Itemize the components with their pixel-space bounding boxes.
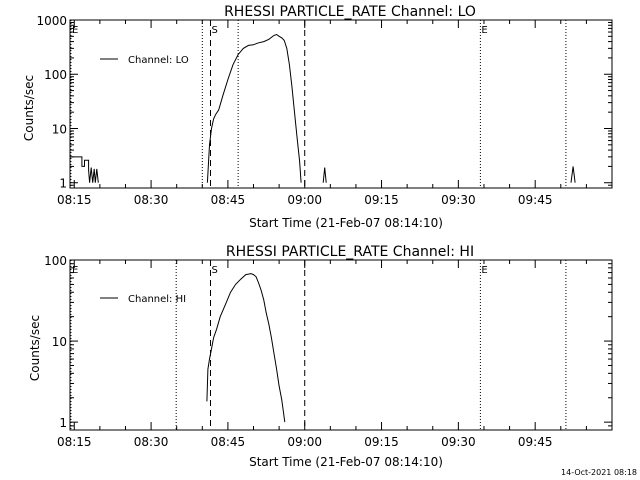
panel-hi-xlabel: Start Time (21-Feb-07 08:14:10) [249, 455, 443, 469]
panel-lo-marker-label: E [72, 25, 78, 36]
panel-lo: RHESSI PARTICLE_RATE Channel: LO Start T… [22, 4, 613, 230]
panel-lo-ytick-label: 1000 [36, 14, 67, 28]
panel-lo-frame [69, 19, 613, 189]
panel-hi-ylabel: Counts/sec [28, 315, 42, 381]
panel-lo-xtick-label: 09:00 [287, 193, 322, 207]
panel-hi-marker-label: E [481, 265, 487, 276]
panel-hi-marker-label: E [72, 265, 78, 276]
panel-hi-xtick-label: 09:00 [287, 435, 322, 449]
panel-lo-series-line [206, 33, 302, 183]
panel-lo-xtick-label: 08:15 [57, 193, 92, 207]
panel-lo-xlabel: Start Time (21-Feb-07 08:14:10) [249, 216, 443, 230]
panel-hi: RHESSI PARTICLE_RATE Channel: HI Start T… [28, 244, 613, 469]
panel-hi-ytick-label: 100 [44, 254, 67, 268]
footer-timestamp: 14-Oct-2021 08:18 [561, 468, 637, 477]
panel-lo-marker-label: S [211, 25, 217, 36]
panel-hi-marker-label: S [211, 265, 217, 276]
panel-lo-legend-label: Channel: LO [128, 55, 189, 66]
panel-hi-xtick-label: 09:15 [364, 435, 399, 449]
panel-hi-ytick-label: 10 [52, 335, 67, 349]
panel-hi-xtick-label: 08:45 [211, 435, 246, 449]
panel-lo-xtick-label: 08:30 [134, 193, 169, 207]
panel-hi-title: RHESSI PARTICLE_RATE Channel: HI [226, 244, 474, 260]
panel-lo-series-line [322, 167, 327, 183]
panel-lo-xtick-label: 09:15 [364, 193, 399, 207]
panel-lo-title: RHESSI PARTICLE_RATE Channel: LO [224, 4, 476, 20]
panel-lo-ytick-label: 1 [59, 177, 67, 191]
panel-hi-ytick-label: 1 [59, 416, 67, 430]
panel-lo-marker-label: E [481, 25, 487, 36]
panel-lo-series-line [570, 166, 576, 183]
panel-hi-xtick-label: 09:30 [441, 435, 476, 449]
panel-lo-ytick-label: 10 [52, 122, 67, 136]
panel-lo-xtick-label: 08:45 [211, 193, 246, 207]
panel-hi-legend-label: Channel: HI [128, 294, 186, 305]
panel-hi-series-line [206, 273, 286, 423]
panel-hi-xtick-label: 08:30 [134, 435, 169, 449]
panel-lo-ylabel: Counts/sec [22, 75, 36, 141]
panel-hi-xtick-label: 09:45 [518, 435, 553, 449]
panel-lo-series-line [70, 156, 99, 183]
panel-lo-xtick-label: 09:45 [518, 193, 553, 207]
panel-hi-frame [69, 259, 613, 431]
panel-hi-xtick-label: 08:15 [57, 435, 92, 449]
panel-lo-xtick-label: 09:30 [441, 193, 476, 207]
panel-lo-ytick-label: 100 [44, 68, 67, 82]
